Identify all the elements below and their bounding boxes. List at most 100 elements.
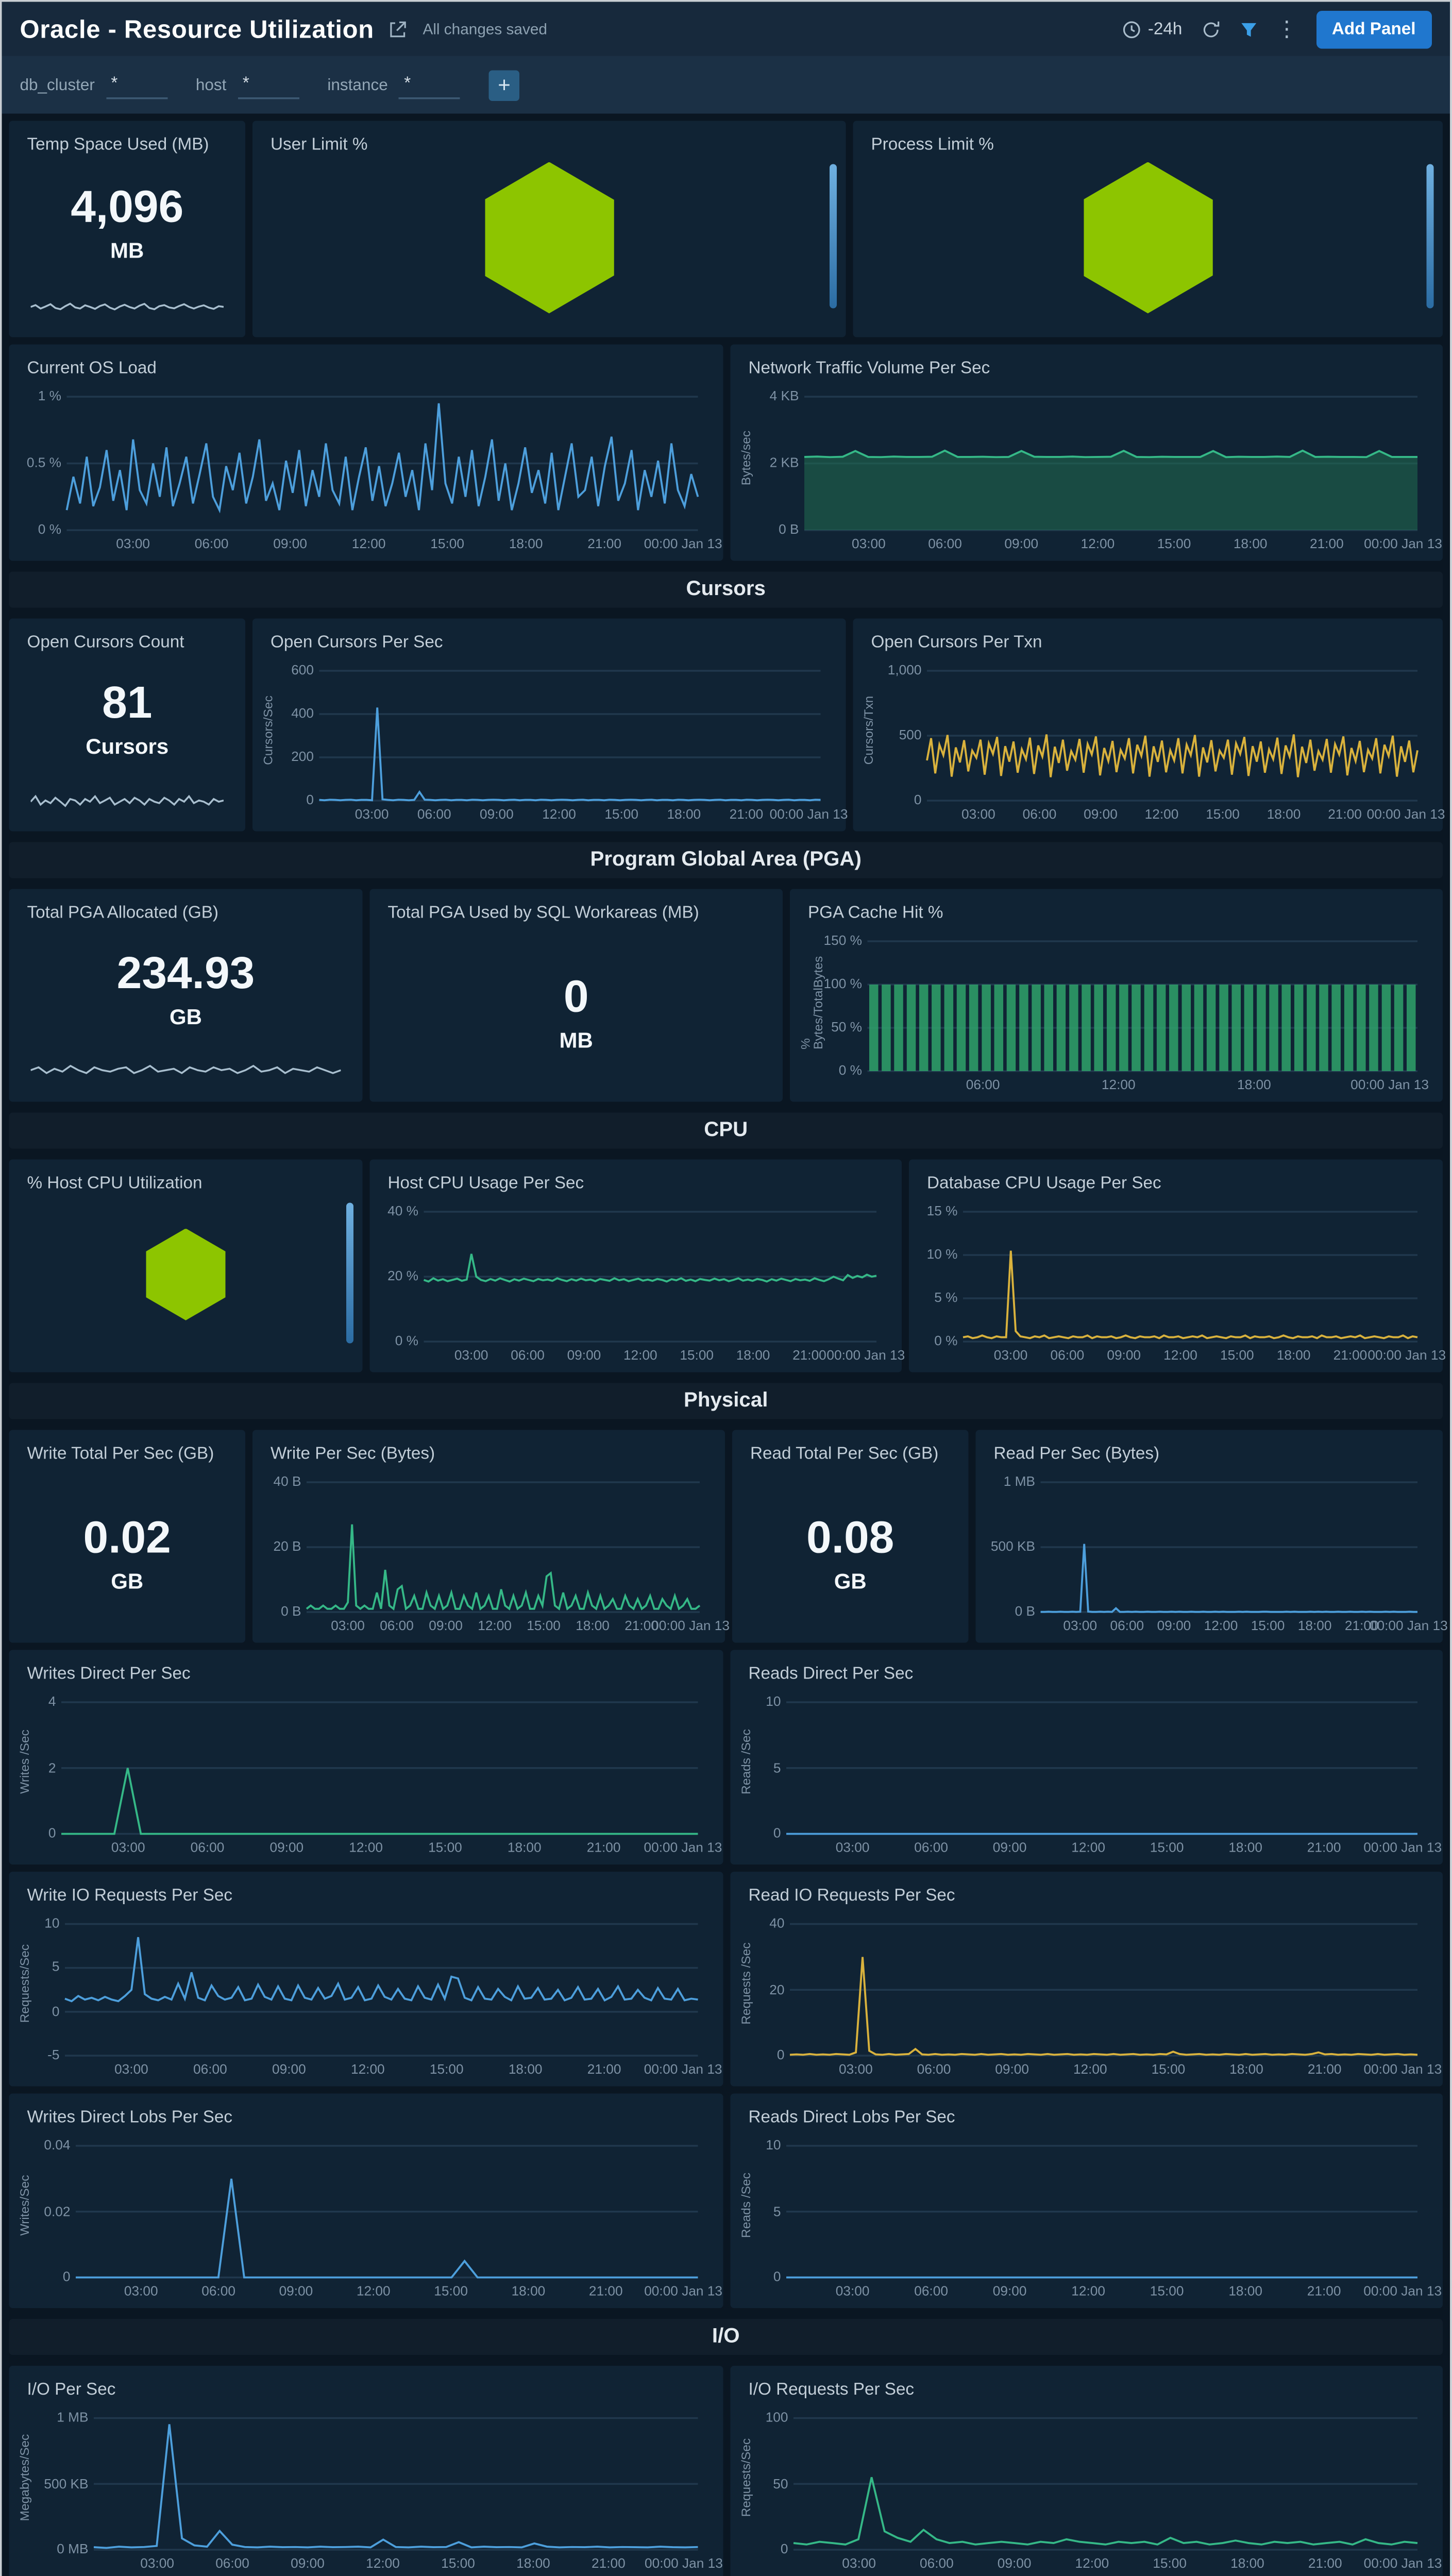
time-series-chart[interactable]: 0 5 10 03:00 06:00 09:00 12:00 15:00 18:00 21:00 0… [741,2135,1442,2304]
panel-write-io-requests[interactable]: Write IO Requests Per Sec -5 0 5 10 03:00 06:… [9,1872,723,2087]
panel-user-limit[interactable]: User Limit % [252,121,846,337]
add-filter-button[interactable]: + [488,69,520,100]
honeycomb-cell[interactable] [146,1228,226,1320]
panel-title: Write Per Sec (Bytes) [271,1444,435,1465]
x-tick-label: 03:00 [111,1839,145,1856]
panel-title: Writes Direct Lobs Per Sec [27,2108,233,2128]
panel-total-pga-allocated[interactable]: Total PGA Allocated (GB) 234.93 GB [9,889,363,1102]
add-panel-button[interactable]: Add Panel [1315,10,1432,48]
panel-io-per-sec[interactable]: I/O Per Sec 0 MB 500 KB 1 MB 03:00 06:00 09:0… [9,2366,723,2576]
section-pga: Program Global Area (PGA) [9,842,1443,878]
panel-database-cpu-usage[interactable]: Database CPU Usage Per Sec 0 % 5 % 10 % 15 … [909,1159,1446,1372]
panel-host-cpu-usage[interactable]: Host CPU Usage Per Sec 0 % 20 % 40 % 03:00 0… [369,1159,905,1372]
time-series-chart[interactable]: 0 500 1,000 03:00 06:00 09:00 12:00 15:00 18:00 2… [864,660,1445,828]
x-tick-label: 00:00 Jan 13 [644,2283,723,2299]
panel-current-os-load[interactable]: Current OS Load 0 % 0.5 % 1 % 03:00 06:00 09:… [9,344,723,561]
panel-reads-direct-lobs[interactable]: Reads Direct Lobs Per Sec 0 5 10 03:00 06:00… [730,2093,1443,2308]
x-tick-label: 12:00 [1073,2061,1107,2078]
time-series-chart[interactable]: 0 2 4 03:00 06:00 09:00 12:00 15:00 18:00 21:00 00… [20,1691,722,1861]
panel-title: User Limit % [271,135,368,156]
panel-title: Total PGA Used by SQL Workareas (MB) [387,903,699,924]
section-physical: Physical [9,1383,1443,1419]
x-tick-label: 12:00 [1101,1076,1136,1093]
panel-title: Reads Direct Lobs Per Sec [748,2108,955,2128]
time-series-chart[interactable]: 0 B 20 B 40 B 03:00 06:00 09:00 12:00 15:00 18:0… [263,1471,730,1639]
time-range-control[interactable]: -24h [1121,19,1182,39]
panel-title: Open Cursors Count [27,633,184,653]
panel-writes-direct-lobs[interactable]: Writes Direct Lobs Per Sec 0 0.02 0.04 03:0… [9,2093,723,2308]
metric-value: 0.02 [83,1513,171,1564]
filter-value-input[interactable]: * [105,71,167,98]
panel-open-cursors-per-sec[interactable]: Open Cursors Per Sec 0 200 400 600 03:00 06:0… [252,618,848,832]
y-tick-label: 1,000 [887,662,922,679]
y-tick-label: 10 % [926,1246,958,1263]
x-tick-label: 06:00 [190,1839,225,1856]
x-tick-label: 12:00 [366,2555,400,2572]
x-tick-label: 09:00 [995,2061,1029,2078]
filter-bar: db_cluster * host * instance * + [2,56,1450,114]
x-tick-label: 18:00 [1229,2061,1263,2078]
time-series-chart[interactable]: 0 % 20 % 40 % 03:00 06:00 09:00 12:00 15:00 18:0… [381,1201,905,1369]
time-series-chart[interactable]: 0 5 10 03:00 06:00 09:00 12:00 15:00 18:00 21:00 0… [741,1691,1442,1861]
y-tick-label: 0 [306,791,314,808]
panel-pga-cache-hit[interactable]: PGA Cache Hit % 0 % 50 % 100 % 150 % 06:00 12… [790,889,1443,1102]
y-tick-label: 10 [766,1693,781,1710]
y-tick-label: 0 % [934,1332,958,1349]
chart-canvas [926,670,1419,802]
x-tick-label: 00:00 Jan 13 [1363,2555,1442,2572]
y-axis-label: Requests/Sec [20,1945,33,2024]
bar-chart[interactable]: 0 % 50 % 100 % 150 % 06:00 12:00 18:00 00:00 Ja… [801,930,1432,1098]
honeycomb-cell[interactable] [1083,162,1213,314]
time-series-chart[interactable]: 0 % 5 % 10 % 15 % 03:00 06:00 09:00 12:00 15:00 1… [920,1201,1446,1369]
time-series-chart[interactable]: 0 200 400 600 03:00 06:00 09:00 12:00 15:00 18:00… [263,660,848,828]
y-tick-label: 50 % [831,1019,862,1036]
time-series-chart[interactable]: 0 20 40 03:00 06:00 09:00 12:00 15:00 18:00 21:00… [741,1913,1442,2083]
panel-writes-direct[interactable]: Writes Direct Per Sec 0 2 4 03:00 06:00 09:00… [9,1650,723,1865]
chart-canvas [65,396,699,531]
refresh-icon[interactable] [1200,19,1220,39]
x-tick-label: 15:00 [429,2061,464,2078]
filter-icon[interactable] [1238,19,1258,39]
chart-canvas [789,1923,1418,2057]
filter-value-input[interactable]: * [398,71,460,98]
panel-read-per-sec-bytes[interactable]: Read Per Sec (Bytes) 0 B 500 KB 1 MB 03:00 0… [975,1430,1448,1643]
y-tick-label: 0 [776,2046,785,2063]
x-tick-label: 06:00 [1110,1617,1144,1634]
panel-temp-space-used[interactable]: Temp Space Used (MB) 4,096 MB [9,121,245,337]
x-tick-label: 15:00 [1153,2555,1187,2572]
time-series-chart[interactable]: -5 0 5 10 03:00 06:00 09:00 12:00 15:00 18:00 21:0… [20,1913,722,2083]
honeycomb-cell[interactable] [484,162,614,314]
panel-network-traffic[interactable]: Network Traffic Volume Per Sec 0 B 2 KB 4 … [730,344,1443,561]
panel-read-total[interactable]: Read Total Per Sec (GB) 0.08 GB [732,1430,969,1643]
panel-read-io-requests[interactable]: Read IO Requests Per Sec 0 20 40 03:00 06:00… [730,1872,1443,2087]
panel-write-total[interactable]: Write Total Per Sec (GB) 0.02 GB [9,1430,245,1643]
time-series-chart[interactable]: 0 B 2 KB 4 KB 03:00 06:00 09:00 12:00 15:00 18:0… [741,386,1442,557]
panel-reads-direct[interactable]: Reads Direct Per Sec 0 5 10 03:00 06:00 09:00… [730,1650,1443,1865]
panel-row: Write IO Requests Per Sec -5 0 5 10 03:00 06:… [9,1872,1443,2087]
chart-canvas [1040,1481,1417,1613]
panel-total-pga-used[interactable]: Total PGA Used by SQL Workareas (MB) 0 M… [369,889,783,1102]
panel-open-cursors-count[interactable]: Open Cursors Count 81 Cursors [9,618,245,832]
more-menu-icon[interactable]: ⋮ [1276,16,1298,42]
chart-canvas [30,1064,341,1074]
panel-host-cpu-utilization[interactable]: % Host CPU Utilization [9,1159,363,1372]
panel-process-limit[interactable]: Process Limit % [853,121,1443,337]
chart-canvas [76,2145,698,2279]
edit-dashboard-icon[interactable] [389,19,409,39]
panel-write-per-sec-bytes[interactable]: Write Per Sec (Bytes) 0 B 20 B 40 B 03:00 06… [252,1430,730,1643]
clock-icon [1121,19,1141,39]
time-series-chart[interactable]: 0 % 0.5 % 1 % 03:00 06:00 09:00 12:00 15:00 18:0… [20,386,722,557]
x-tick-label: 15:00 [1220,1347,1254,1364]
y-tick-label: 5 % [934,1289,958,1306]
x-tick-label: 06:00 [920,2555,954,2572]
panel-io-requests-per-sec[interactable]: I/O Requests Per Sec 0 50 100 03:00 06:00 09:… [730,2366,1443,2576]
y-tick-label: 0 [914,791,922,808]
time-series-chart[interactable]: 0 MB 500 KB 1 MB 03:00 06:00 09:00 12:00 15:00 1… [20,2408,723,2576]
time-series-chart[interactable]: 0 50 100 03:00 06:00 09:00 12:00 15:00 18:00 21:0… [741,2408,1442,2576]
panel-open-cursors-per-txn[interactable]: Open Cursors Per Txn 0 500 1,000 03:00 06:00… [853,618,1445,832]
sparkline [30,785,224,814]
time-series-chart[interactable]: 0 0.02 0.04 03:00 06:00 09:00 12:00 15:00 18:00 2… [20,2135,723,2304]
x-tick-label: 21:00 [587,535,622,552]
time-series-chart[interactable]: 0 B 500 KB 1 MB 03:00 06:00 09:00 12:00 15:00 18… [987,1471,1448,1639]
filter-value-input[interactable]: * [237,71,299,98]
